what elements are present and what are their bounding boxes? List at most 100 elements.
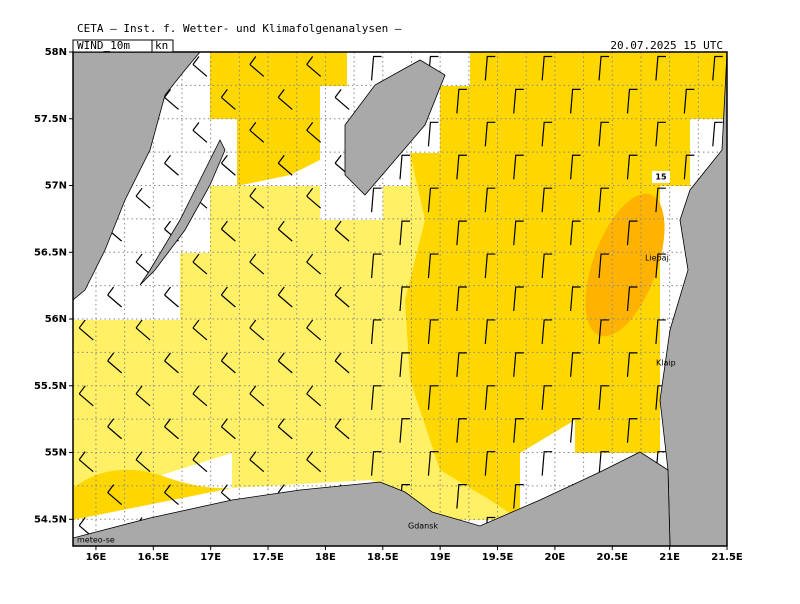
wind-barb <box>598 253 610 279</box>
wind-barb <box>513 352 524 377</box>
wind-barb <box>541 253 553 279</box>
wind-barb <box>192 385 208 407</box>
y-tick-label: 56N <box>45 314 67 325</box>
wind-barb <box>249 319 265 341</box>
x-tick-label: 19.5E <box>482 552 514 563</box>
wind-barb <box>220 154 236 176</box>
wind-barb <box>513 88 524 114</box>
wind-barb <box>277 89 293 110</box>
wind-barb <box>277 418 293 440</box>
wind-barb <box>570 352 581 377</box>
wind-barb <box>712 121 723 147</box>
wind-barb <box>220 286 236 308</box>
wind-barb <box>249 121 265 143</box>
wind-barb <box>570 154 581 180</box>
wind-barb <box>135 253 151 275</box>
wind-barb <box>456 88 467 114</box>
wind-barb <box>164 286 179 308</box>
wind-barb <box>277 286 293 308</box>
wind-barb <box>626 352 638 377</box>
wind-barb <box>598 55 610 81</box>
wind-barb <box>135 385 151 407</box>
wind-barb <box>370 187 382 213</box>
wind-barb <box>164 154 179 176</box>
wind-barb <box>306 121 322 143</box>
wind-barb <box>626 88 638 114</box>
y-tick-label: 57N <box>45 181 67 192</box>
wind-barb <box>513 286 524 312</box>
wind-barb <box>513 154 524 180</box>
wind-barb <box>626 286 638 312</box>
wind-barb <box>541 385 553 410</box>
wind-barb <box>334 352 350 374</box>
wind-zone-strong <box>585 193 665 337</box>
wind-barb <box>541 319 553 344</box>
wind-barb <box>456 220 467 246</box>
wind-barb <box>484 121 496 147</box>
wind-barb <box>484 451 496 476</box>
x-tick-label: 17.5E <box>252 552 284 563</box>
x-tick-label: 16.5E <box>138 552 170 563</box>
unit-label: kn <box>155 39 168 52</box>
x-tick-label: 16E <box>86 552 107 563</box>
wind-barb <box>370 319 382 344</box>
wind-barb <box>135 187 151 209</box>
wind-barb <box>306 253 322 275</box>
wind-zone-southwest <box>73 469 232 520</box>
land <box>73 52 727 546</box>
wind-barb <box>484 253 496 279</box>
wind-barb <box>220 352 236 374</box>
wind-barb <box>626 154 638 180</box>
wind-barb <box>220 418 236 440</box>
wind-barb <box>626 418 638 443</box>
wind-barb <box>541 121 553 147</box>
wind-barb <box>598 385 610 410</box>
wind-barb <box>456 484 467 509</box>
wind-barb <box>334 220 350 242</box>
x-tick-label: 19E <box>430 552 451 563</box>
place-label: Liepaj <box>645 254 669 263</box>
wind-barb <box>484 55 496 81</box>
wind-barb <box>78 319 94 341</box>
wind-barb <box>107 352 123 374</box>
wind-barb <box>427 187 439 213</box>
wind-barb <box>306 451 322 473</box>
wind-barb <box>277 154 293 176</box>
x-tick-label: 18E <box>315 552 336 563</box>
valid-time: 20.07.2025 15 UTC <box>610 39 723 52</box>
wind-barb <box>192 121 208 143</box>
wind-barb <box>683 154 695 180</box>
wind-barb <box>655 121 666 147</box>
x-tick-label: 20.5E <box>597 552 629 563</box>
wind-barb <box>427 385 439 410</box>
wind-barb <box>370 55 382 81</box>
wind-barb <box>164 352 179 374</box>
y-tick-label: 55N <box>45 448 67 459</box>
wind-barb <box>570 220 581 246</box>
wind-barb <box>598 451 610 476</box>
place-label: Gdansk <box>408 522 438 531</box>
x-tick-label: 21E <box>659 552 680 563</box>
wind-barb <box>249 385 265 407</box>
wind-barb <box>220 220 236 242</box>
x-tick-label: 21.5E <box>711 552 743 563</box>
wind-barb <box>655 319 666 344</box>
wind-barb <box>334 286 350 308</box>
wind-barb <box>399 220 410 246</box>
wind-barb <box>135 451 151 473</box>
wind-barb <box>570 88 581 114</box>
wind-barb <box>513 418 524 443</box>
wind-barb <box>306 56 322 77</box>
wind-barb <box>334 89 350 110</box>
wind-barb <box>399 418 410 443</box>
wind-barb <box>683 88 695 114</box>
wind-barb <box>456 154 467 180</box>
wind-barb <box>164 418 179 440</box>
credit: meteo-se <box>77 536 115 545</box>
wind-barb <box>78 451 94 473</box>
wind-barb <box>712 55 723 81</box>
contour-label-box <box>652 171 670 183</box>
wind-barb <box>399 286 410 312</box>
wind-barb <box>277 352 293 374</box>
